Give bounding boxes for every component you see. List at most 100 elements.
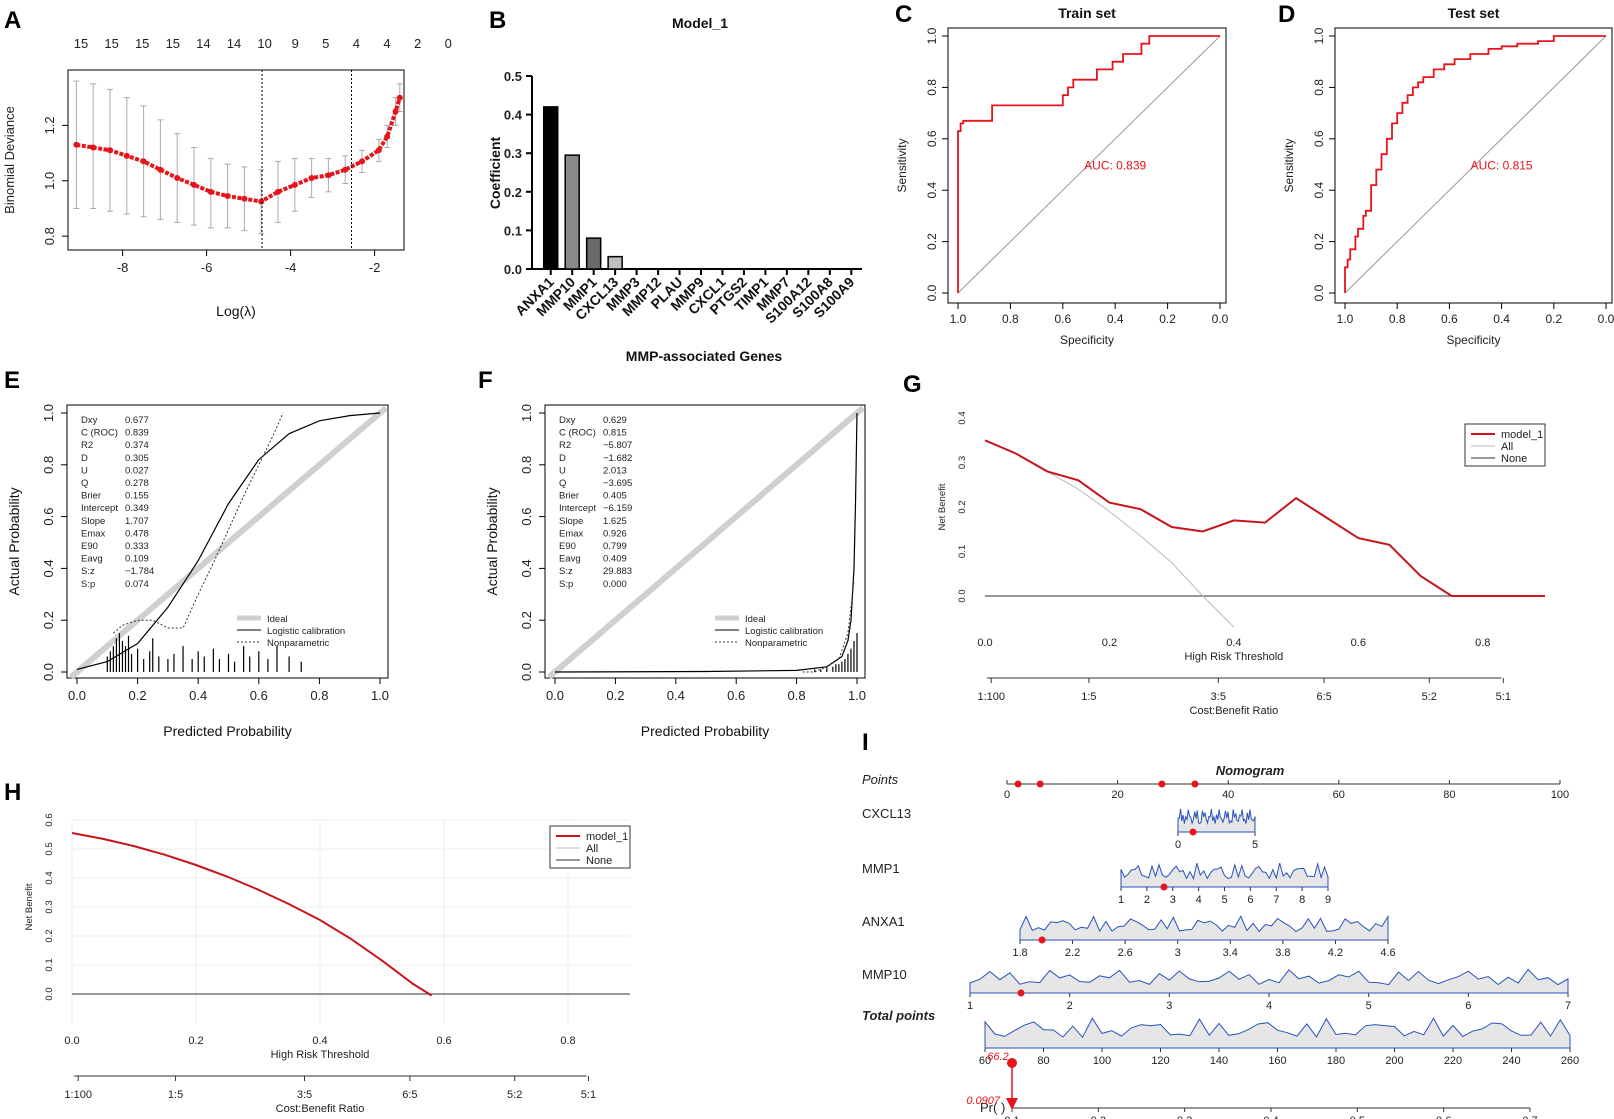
legend-label: model_1: [1501, 429, 1543, 441]
stat-value: −5.807: [603, 440, 632, 451]
x-tick-label: 0.8: [788, 688, 806, 703]
total-points-value: 66.2: [987, 1051, 1008, 1063]
cost-benefit-label: 6:5: [1316, 691, 1331, 703]
x-tick-label: 0.6: [727, 688, 745, 703]
x-tick-label: 0.8: [1389, 312, 1406, 326]
row-label: Points: [862, 772, 899, 787]
points-marker: [1158, 780, 1166, 788]
x-tick-label: -4: [285, 260, 297, 275]
y-tick-label: 0.6: [519, 508, 534, 526]
axis-tick-label: 6: [1247, 894, 1253, 906]
stat-value: 1.625: [603, 516, 627, 527]
legend-label: Logistic calibration: [267, 626, 345, 637]
axis-tick-label: 100: [1551, 789, 1569, 801]
stat-value: 0.349: [125, 503, 149, 514]
bar: [585, 237, 602, 270]
bar: [607, 255, 623, 270]
y-tick-label: 1.0: [42, 172, 57, 190]
stat-name: Eavg: [559, 554, 581, 565]
y-tick-label: 0.6: [925, 130, 939, 147]
stat-name: E90: [559, 541, 576, 552]
stat-name: Emax: [559, 528, 584, 539]
y-tick-label: 0.6: [1312, 130, 1326, 147]
panel-label-b: B: [489, 7, 506, 34]
y-tick-label: 0.0: [957, 589, 968, 602]
cost-benefit-label: 1:5: [168, 1089, 183, 1101]
stat-name: Intercept: [559, 503, 596, 514]
axis-tick-label: 0.3: [1177, 1115, 1192, 1119]
axis-tick-label: 3.4: [1223, 947, 1238, 959]
deviance-point: [174, 175, 181, 181]
y-tick-label: 0.1: [957, 545, 968, 558]
stat-value: 29.883: [603, 566, 632, 577]
x-tick-label: 0.0: [68, 688, 86, 703]
stat-name: Q: [559, 478, 566, 489]
stat-name: Brier: [559, 491, 579, 502]
axis-tick-label: 4.6: [1380, 947, 1395, 959]
top-count-label: 14: [227, 36, 241, 51]
auc-label: AUC: 0.839: [1084, 159, 1146, 173]
stat-value: 0.074: [125, 579, 149, 590]
x-tick-label: 1.0: [371, 688, 389, 703]
legend-box: [549, 825, 631, 869]
chart-c-roc-train: 1.0 0.8 0.6 0.4 0.2 0.0 0.0 0.2 0.4 0.6 0.8 1.0 Trai…: [895, 5, 1229, 347]
y-tick-label: 0.1: [44, 958, 55, 971]
x-tick-label: 0.2: [1545, 312, 1562, 326]
legend-label: Ideal: [267, 614, 288, 625]
x-tick-label: 0.0: [64, 1035, 79, 1047]
x-tick-label: 0.8: [310, 688, 328, 703]
deviance-point: [342, 166, 349, 173]
axis-tick-label: 60: [1333, 789, 1345, 801]
stat-name: Slope: [81, 516, 105, 527]
density-shape: [1177, 808, 1256, 833]
x-tick-label: 0.6: [1054, 312, 1071, 326]
y-tick-label: 0.0: [41, 663, 56, 681]
deviance-point: [107, 147, 113, 154]
top-count-label: 4: [353, 36, 360, 51]
x-tick-label: 1.0: [848, 688, 866, 703]
deviance-point: [359, 158, 365, 165]
y-tick-label: 0.2: [44, 929, 55, 942]
panel-label-e: E: [4, 367, 20, 394]
y-tick-label: 0.3: [504, 146, 522, 161]
stat-value: 0.374: [125, 440, 149, 451]
chart-f-calibration-test: 0.0 0.2 0.4 0.6 0.8 1.0 0.0 0.2 0.4 0.6 0.8 1.0 Pred…: [484, 404, 866, 739]
y-axis-label: Net Benefit: [937, 483, 948, 530]
cost-benefit-label: 1:100: [64, 1089, 92, 1101]
stat-value: 0.629: [603, 415, 627, 426]
y-tick-label: 1.0: [1312, 27, 1326, 44]
points-marker: [1014, 780, 1022, 788]
x-tick-label: 0.2: [188, 1035, 203, 1047]
y-axis-label: Actual Probability: [6, 487, 22, 595]
stat-name: S:p: [81, 579, 95, 590]
panel-label-f: F: [478, 367, 493, 394]
cost-benefit-label: 5:2: [507, 1089, 522, 1101]
legend-label: All: [1501, 441, 1513, 453]
row-label: ANXA1: [862, 914, 905, 929]
y-tick-label: 0.0: [44, 987, 55, 1000]
stat-value: 0.478: [125, 528, 149, 539]
axis-tick-label: 3: [1170, 894, 1176, 906]
stat-value: −1.784: [125, 566, 154, 577]
axis-tick-label: 60: [979, 1055, 991, 1067]
logistic-calibration-curve: [76, 412, 381, 670]
y-axis-label: Actual Probability: [484, 487, 500, 595]
x-tick-label: 0.4: [189, 688, 207, 703]
stat-value: −3.695: [603, 478, 632, 489]
x-tick-label: -2: [369, 260, 381, 275]
axis-tick-label: 80: [1443, 789, 1455, 801]
axis-tick-label: 0.7: [1522, 1115, 1537, 1119]
stat-name: Intercept: [81, 503, 118, 514]
axis-tick-label: 240: [1502, 1055, 1520, 1067]
stat-name: R2: [559, 440, 571, 451]
y-axis-label: Sensitivity: [895, 138, 909, 192]
axis-tick-label: 140: [1210, 1055, 1228, 1067]
panel-label-h: H: [4, 779, 21, 806]
y-tick-label: 1.0: [519, 404, 534, 422]
x-axis-label: Log(λ): [216, 303, 256, 319]
y-tick-label: 0.0: [1312, 284, 1326, 301]
deviance-point: [73, 141, 80, 148]
legend-label: All: [586, 843, 598, 855]
stat-value: 0.109: [125, 554, 149, 565]
stat-value: 0.000: [603, 579, 627, 590]
